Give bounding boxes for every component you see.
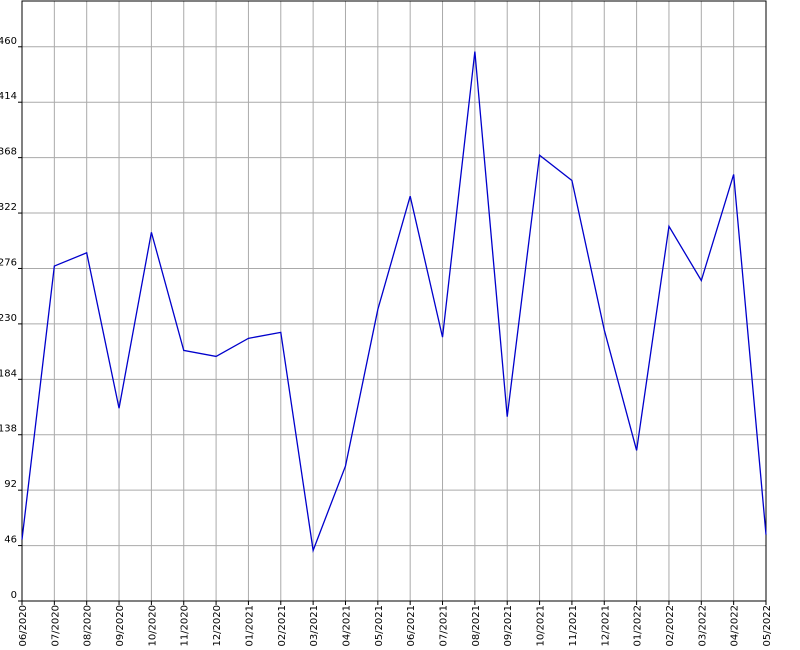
x-tick-label: 02/2022 (665, 605, 676, 647)
x-tick-label: 03/2022 (697, 605, 708, 647)
x-tick-label: 07/2020 (50, 605, 61, 647)
x-tick-label: 01/2022 (633, 605, 644, 647)
x-tick-label: 04/2022 (730, 605, 741, 647)
x-tick-label: 03/2021 (309, 605, 320, 647)
y-tick-label: 230 (0, 313, 17, 324)
y-tick-label: 414 (0, 91, 17, 102)
x-tick-label: 09/2021 (503, 605, 514, 647)
x-tick-label: 12/2021 (600, 605, 611, 647)
y-tick-label: 368 (0, 147, 17, 158)
x-tick-label: 08/2021 (471, 605, 482, 647)
line (21, 51, 767, 553)
x-tick-label: 02/2021 (277, 605, 288, 647)
y-tick-label: 0 (11, 590, 17, 601)
x-tick-label: 05/2022 (762, 605, 773, 647)
y-tick-label: 92 (4, 479, 17, 490)
y-tick-label: 184 (0, 368, 17, 379)
plot-border (21, 0, 767, 602)
x-tick-label: 07/2021 (439, 605, 450, 647)
plot-area (21, 0, 767, 602)
x-tick-label: 10/2021 (536, 605, 547, 647)
y-tick-label: 46 (4, 535, 17, 546)
x-tick-label: 05/2021 (374, 605, 385, 647)
x-tick-label: 09/2020 (115, 605, 126, 647)
y-tick-label: 460 (0, 36, 17, 47)
y-tick-label: 138 (0, 424, 17, 435)
x-tick-label: 08/2020 (83, 605, 94, 647)
x-tick-label: 11/2020 (180, 605, 191, 647)
y-tick-label: 276 (0, 257, 17, 268)
x-tick-label: 06/2021 (406, 605, 417, 647)
x-tick-label: 01/2021 (244, 605, 255, 647)
x-tick-label: 11/2021 (568, 605, 579, 647)
y-tick-label: 322 (0, 202, 17, 213)
x-tick-label: 10/2020 (147, 605, 158, 647)
x-tick-label: 04/2021 (341, 605, 352, 647)
x-tick-label: 12/2020 (212, 605, 223, 647)
x-tick-label: 06/2020 (18, 605, 29, 647)
